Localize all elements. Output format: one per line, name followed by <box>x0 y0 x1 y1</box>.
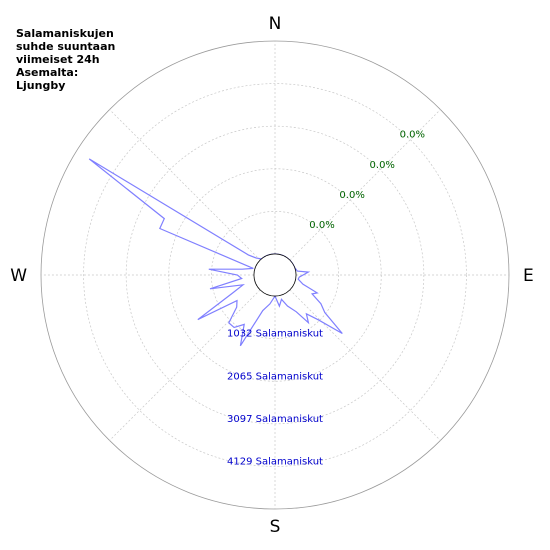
title-line-2: suhde suuntaan <box>16 40 116 53</box>
grid-spoke-315 <box>109 109 261 261</box>
direction-label-e: E <box>523 266 534 286</box>
grid-ring-3 <box>125 125 425 425</box>
title-line-1: Salamaniskujen <box>16 27 114 40</box>
grid-spoke-45 <box>289 109 441 261</box>
count-label: 4129 Salamaniskut <box>227 456 323 467</box>
grid-spoke-135 <box>289 289 441 441</box>
count-label: 1032 Salamaniskut <box>227 329 323 340</box>
percent-label: 0.0% <box>370 160 395 171</box>
grid-ring-1 <box>211 211 339 339</box>
title-line-3: viimeiset 24h <box>16 53 100 66</box>
percent-label: 0.0% <box>339 190 364 201</box>
direction-label-s: S <box>270 517 281 537</box>
chart-title: Salamaniskujen suhde suuntaan viimeiset … <box>16 27 156 92</box>
direction-label-n: N <box>269 14 282 34</box>
count-label: 3097 Salamaniskut <box>227 414 323 425</box>
title-line-5: Ljungby <box>16 79 66 92</box>
title-line-4: Asemalta: <box>16 66 79 79</box>
direction-label-w: W <box>10 266 27 286</box>
percent-label: 0.0% <box>400 130 425 141</box>
center-hole <box>253 253 297 297</box>
grid-ring-4 <box>83 83 467 467</box>
grid-spoke-225 <box>109 289 261 441</box>
percent-label: 0.0% <box>309 220 334 231</box>
strike-direction-line <box>88 158 343 347</box>
count-label: 2065 Salamaniskut <box>227 371 323 382</box>
